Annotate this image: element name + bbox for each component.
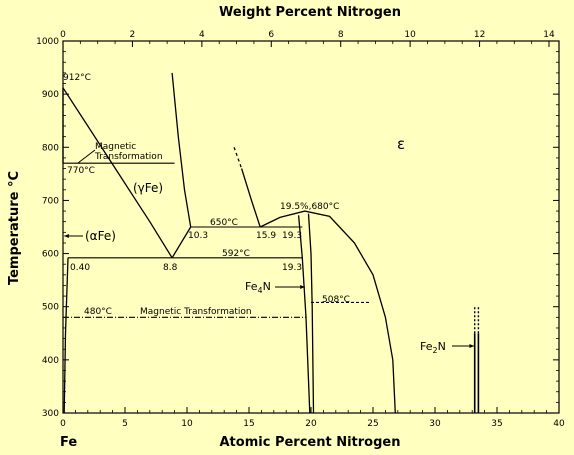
bottom-tick-label-25: 25	[367, 419, 378, 429]
leader-alpha-arrow-head	[64, 234, 69, 238]
annotation-magnetic-transformation: Magnetic Transformation	[140, 307, 252, 317]
left-tick-label-500: 500	[42, 303, 59, 313]
left-tick-label-700: 700	[42, 196, 59, 206]
bottom-tick-label-20: 20	[305, 419, 317, 429]
annotation-19-3-upper: 19.3	[282, 231, 302, 241]
annotation-480c: 480°C	[84, 307, 112, 317]
annotation-19-3-lower: 19.3	[282, 263, 302, 273]
annotation-15-9: 15.9	[256, 231, 276, 241]
curve-gamma-eutectoid-left	[171, 226, 192, 259]
left-axis-title: Temperature °C	[7, 171, 22, 285]
curve-epsilon-dome	[259, 210, 396, 414]
left-tick-label-1000: 1000	[36, 37, 59, 47]
bottom-tick-label-35: 35	[491, 419, 502, 429]
corner-label-fe: Fe	[60, 435, 77, 450]
fe4n-base: Fe	[245, 280, 258, 293]
curve-gamma-upper-boundary	[171, 72, 192, 228]
annotation-magnetic: Magnetic	[95, 142, 136, 152]
phase-label-fe4n: Fe4N	[245, 280, 271, 295]
left-tick-label-900: 900	[42, 90, 59, 100]
curve-alpha-solvus-low	[63, 257, 69, 414]
bottom-tick-label-40: 40	[553, 419, 565, 429]
fe2n-subscript: 2	[433, 346, 438, 355]
top-tick-label-0: 0	[60, 30, 66, 40]
top-axis-title: Weight Percent Nitrogen	[219, 5, 401, 20]
annotation-10-3: 10.3	[188, 231, 208, 241]
fe4n-tail: N	[263, 280, 271, 293]
bottom-tick-label-15: 15	[243, 419, 254, 429]
left-tick-label-600: 600	[42, 250, 59, 260]
annotation-peak: 19.5%,680°C	[280, 202, 339, 212]
annotation-transformation: Transformation	[94, 152, 163, 162]
bottom-tick-label-5: 5	[122, 419, 128, 429]
annotation-770c: 770°C	[67, 166, 95, 176]
plot-frame	[62, 40, 560, 414]
left-tick-label-300: 300	[42, 409, 59, 419]
phase-label-fe2n: Fe2N	[420, 340, 446, 355]
left-tick-label-800: 800	[42, 143, 59, 153]
top-tick-label-2: 2	[130, 30, 136, 40]
bottom-axis-title: Atomic Percent Nitrogen	[220, 435, 401, 450]
annotation-508c: 508°C	[322, 295, 350, 305]
top-tick-label-8: 8	[338, 30, 344, 40]
leader-fe4n-arrow-head	[300, 285, 305, 289]
phase-label-epsilon: ε	[397, 135, 405, 153]
fe4n-subscript: 4	[258, 286, 263, 295]
annotation-650c: 650°C	[210, 218, 238, 228]
phase-label-alpha: (αFe)	[85, 229, 116, 243]
fe2n-base: Fe	[420, 340, 433, 353]
fe2n-tail: N	[438, 340, 446, 353]
leader-fe2n-arrow-head	[469, 344, 475, 348]
annotation-912c: 912°C	[63, 73, 91, 83]
curve-fe4n-right	[307, 213, 315, 414]
phase-label-gamma: (γFe)	[133, 181, 163, 195]
curve-gamma-epsilon-dashed	[233, 147, 243, 169]
curve-gamma-epsilon	[240, 168, 261, 228]
annotation-8-8: 8.8	[163, 263, 178, 273]
bottom-tick-label-0: 0	[60, 419, 66, 429]
bottom-tick-label-30: 30	[429, 419, 441, 429]
bottom-tick-label-10: 10	[181, 419, 193, 429]
annotation-0-40: 0.40	[70, 263, 90, 273]
top-tick-label-6: 6	[268, 30, 274, 40]
top-tick-label-14: 14	[543, 30, 555, 40]
left-tick-label-400: 400	[42, 356, 59, 366]
curve-fe4n-left	[297, 215, 311, 414]
top-tick-label-4: 4	[199, 30, 205, 40]
top-tick-label-12: 12	[474, 30, 485, 40]
leader-magnetic	[77, 149, 96, 164]
top-tick-label-10: 10	[404, 30, 416, 40]
curve-gamma-lower-boundary	[62, 87, 173, 259]
annotation-592c: 592°C	[222, 249, 250, 259]
